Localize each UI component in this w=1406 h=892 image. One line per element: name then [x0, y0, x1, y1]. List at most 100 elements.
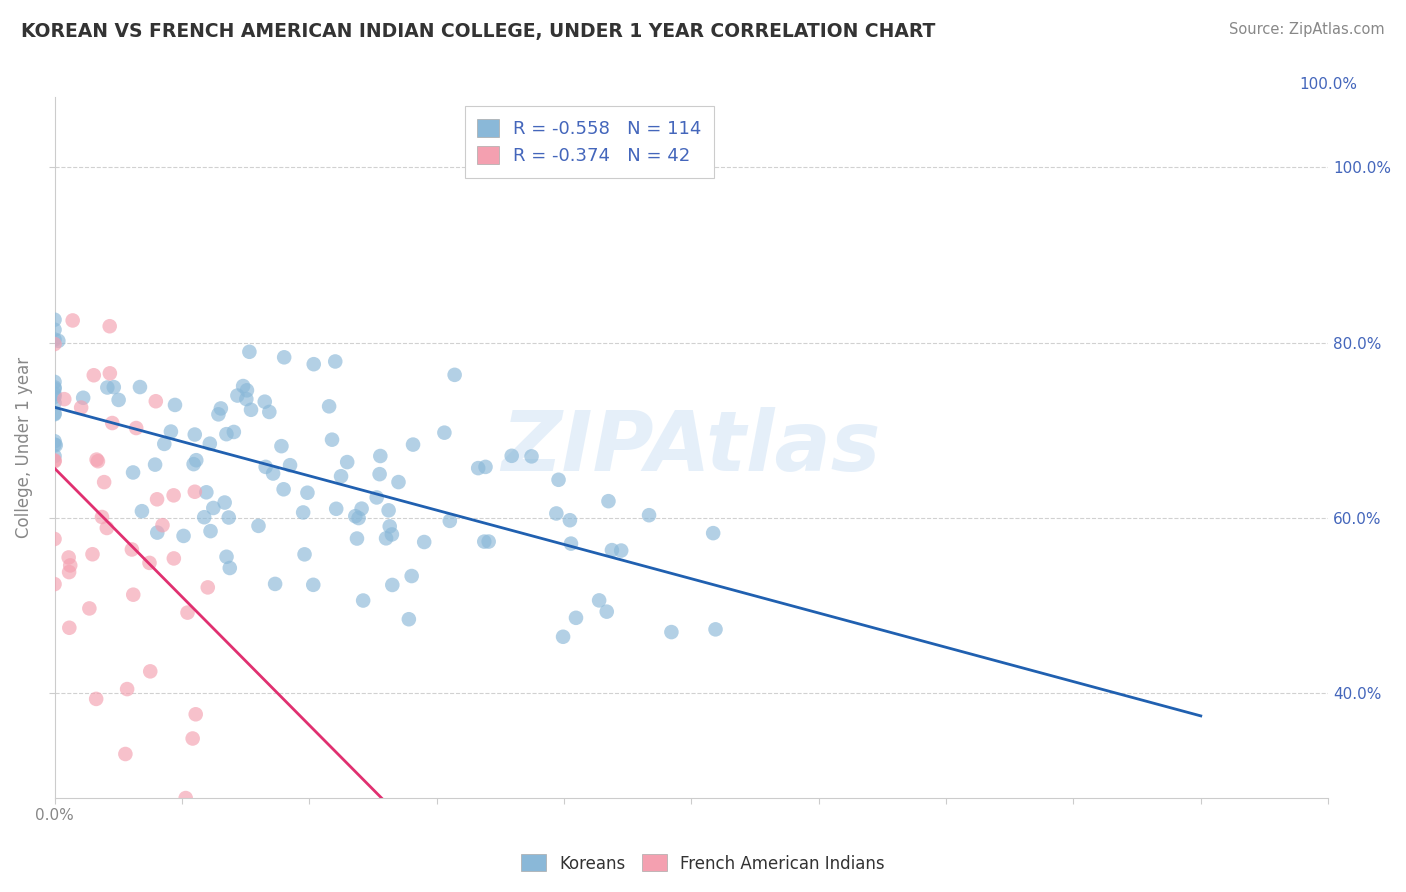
Point: [86, 452, 108, 467]
Point: [44, 390, 66, 404]
Point: [79, 601, 101, 615]
Point: [214, 495, 236, 509]
Legend: Koreans, French American Indians: Koreans, French American Indians: [515, 847, 891, 880]
Point: [98, 319, 121, 334]
Point: [103, 380, 125, 394]
Point: [238, 344, 260, 359]
Point: [401, 569, 423, 583]
Point: [107, 392, 129, 407]
Point: [226, 388, 249, 402]
Point: [273, 351, 295, 365]
Point: [638, 508, 661, 523]
Point: [83, 368, 105, 383]
Point: [398, 612, 420, 626]
Point: [207, 408, 229, 422]
Point: [215, 549, 238, 564]
Point: [82, 547, 104, 561]
Point: [44, 407, 66, 421]
Point: [129, 380, 152, 394]
Point: [278, 458, 301, 473]
Point: [176, 606, 198, 620]
Point: [368, 467, 391, 482]
Point: [439, 514, 461, 528]
Point: [198, 436, 221, 450]
Point: [45, 438, 67, 452]
Point: [44, 382, 66, 396]
Point: [330, 469, 353, 483]
Point: [218, 561, 240, 575]
Point: [551, 630, 574, 644]
Point: [598, 494, 620, 508]
Point: [378, 519, 401, 533]
Point: [184, 484, 207, 499]
Point: [336, 455, 359, 469]
Point: [58, 621, 80, 635]
Point: [101, 416, 124, 430]
Point: [121, 542, 143, 557]
Point: [44, 337, 66, 351]
Point: [160, 425, 183, 439]
Point: [433, 425, 456, 440]
Point: [162, 488, 184, 502]
Point: [122, 588, 145, 602]
Point: [325, 501, 347, 516]
Point: [70, 401, 93, 415]
Point: [143, 458, 166, 472]
Point: [59, 558, 82, 573]
Point: [44, 532, 66, 546]
Y-axis label: College, Under 1 year: College, Under 1 year: [15, 357, 32, 538]
Point: [387, 475, 409, 489]
Point: [146, 492, 169, 507]
Point: [98, 367, 121, 381]
Point: [240, 402, 263, 417]
Point: [200, 524, 222, 538]
Point: [163, 551, 186, 566]
Point: [302, 578, 325, 592]
Point: [254, 459, 277, 474]
Point: [474, 459, 496, 474]
Point: [232, 379, 254, 393]
Point: [122, 466, 145, 480]
Point: [96, 521, 118, 535]
Point: [139, 665, 162, 679]
Point: [44, 380, 66, 394]
Point: [72, 391, 94, 405]
Point: [215, 427, 238, 442]
Point: [44, 577, 66, 591]
Point: [661, 625, 683, 640]
Point: [352, 593, 374, 607]
Point: [546, 507, 568, 521]
Point: [193, 510, 215, 524]
Point: [145, 394, 167, 409]
Point: [44, 453, 66, 467]
Point: [704, 623, 727, 637]
Point: [318, 400, 340, 414]
Point: [153, 437, 176, 451]
Point: [44, 437, 66, 451]
Point: [610, 543, 633, 558]
Point: [413, 535, 436, 549]
Point: [84, 692, 107, 706]
Point: [62, 313, 84, 327]
Point: [560, 536, 582, 550]
Point: [294, 547, 316, 561]
Point: [44, 312, 66, 326]
Point: [346, 532, 368, 546]
Point: [600, 543, 623, 558]
Point: [115, 682, 138, 697]
Point: [181, 731, 204, 746]
Point: [253, 394, 276, 409]
Point: [247, 519, 270, 533]
Point: [44, 333, 66, 347]
Point: [195, 485, 218, 500]
Text: Source: ZipAtlas.com: Source: ZipAtlas.com: [1229, 22, 1385, 37]
Point: [350, 501, 373, 516]
Point: [368, 449, 391, 463]
Point: [131, 504, 153, 518]
Point: [186, 453, 208, 467]
Point: [44, 396, 66, 410]
Point: [174, 791, 197, 805]
Point: [402, 437, 425, 451]
Point: [323, 354, 346, 368]
Point: [125, 421, 148, 435]
